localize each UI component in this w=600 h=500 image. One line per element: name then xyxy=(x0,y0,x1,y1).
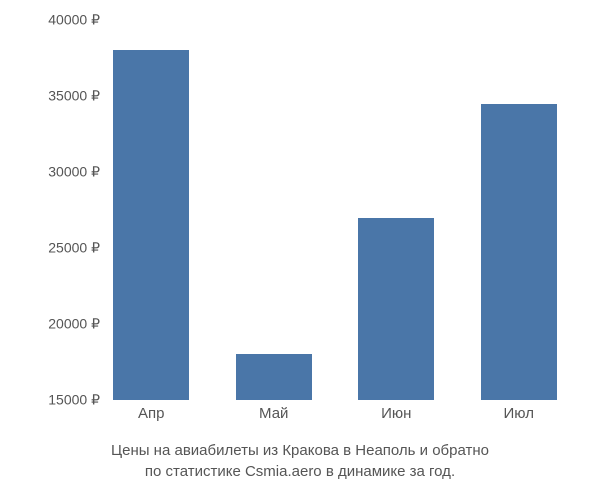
y-tick-label: 35000 ₽ xyxy=(20,88,100,105)
bar xyxy=(236,354,312,400)
y-tick-label: 20000 ₽ xyxy=(20,316,100,333)
x-tick-label: Апр xyxy=(138,405,164,422)
bar xyxy=(358,218,434,400)
chart-caption: Цены на авиабилеты из Кракова в Неаполь … xyxy=(0,440,600,482)
x-tick-label: Июн xyxy=(381,405,411,422)
bar xyxy=(481,104,557,400)
y-tick-label: 40000 ₽ xyxy=(20,12,100,29)
bar-plot xyxy=(90,20,580,400)
y-tick-label: 15000 ₽ xyxy=(20,392,100,409)
x-tick-label: Май xyxy=(259,405,288,422)
bar xyxy=(113,50,189,400)
chart-area xyxy=(90,20,580,400)
caption-line-1: Цены на авиабилеты из Кракова в Неаполь … xyxy=(0,440,600,461)
y-tick-label: 25000 ₽ xyxy=(20,240,100,257)
x-tick-label: Июл xyxy=(504,405,534,422)
y-tick-label: 30000 ₽ xyxy=(20,164,100,181)
caption-line-2: по статистике Csmia.aero в динамике за г… xyxy=(0,461,600,482)
